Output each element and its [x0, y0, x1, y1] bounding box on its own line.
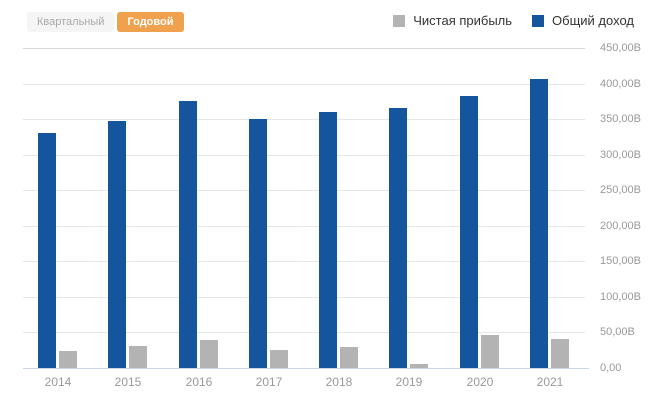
gridline [23, 84, 585, 85]
bar-net-profit-2018[interactable] [340, 347, 358, 368]
annual-button[interactable]: Годовой [117, 12, 184, 32]
x-axis-year-label: 2018 [325, 375, 353, 389]
bar-net-profit-2019[interactable] [410, 364, 428, 368]
x-axis-year-label: 2015 [114, 375, 142, 389]
y-axis-tick-label: 250,00B [600, 184, 641, 196]
y-axis-tick-label: 300,00B [600, 149, 641, 161]
y-axis-tick-label: 150,00B [600, 255, 641, 267]
bar-total-revenue-2018[interactable] [319, 112, 337, 368]
bar-net-profit-2021[interactable] [551, 339, 569, 368]
y-axis-tick-label: 100,00B [600, 291, 641, 303]
bar-total-revenue-2014[interactable] [38, 133, 56, 368]
bar-net-profit-2014[interactable] [59, 351, 77, 368]
gridline [23, 332, 585, 333]
bar-net-profit-2016[interactable] [200, 340, 218, 368]
gridline [23, 190, 585, 191]
y-axis-tick-label: 450,00B [600, 42, 641, 54]
chart-legend: Чистая прибыль Общий доход [393, 13, 634, 28]
legend-swatch-total-revenue [532, 14, 545, 27]
period-toggle: Квартальный Годовой [27, 12, 184, 32]
x-axis-line [23, 368, 589, 369]
gridline [23, 119, 585, 120]
gridline [23, 297, 585, 298]
x-axis-year-label: 2014 [44, 375, 72, 389]
y-axis-tick-label: 400,00B [600, 78, 641, 90]
x-axis-year-label: 2021 [536, 375, 564, 389]
gridline [23, 261, 585, 262]
bar-total-revenue-2019[interactable] [389, 108, 407, 368]
bar-net-profit-2020[interactable] [481, 335, 499, 368]
gridline [23, 155, 585, 156]
bar-net-profit-2015[interactable] [129, 346, 147, 368]
quarterly-button[interactable]: Квартальный [27, 12, 115, 32]
x-axis-year-label: 2017 [255, 375, 283, 389]
x-axis-year-label: 2020 [466, 375, 494, 389]
bar-total-revenue-2016[interactable] [179, 101, 197, 368]
bar-net-profit-2017[interactable] [270, 350, 288, 368]
bar-total-revenue-2015[interactable] [108, 121, 126, 368]
legend-item-net-profit[interactable]: Чистая прибыль [393, 13, 512, 28]
y-axis-tick-label: 350,00B [600, 113, 641, 125]
legend-item-total-revenue[interactable]: Общий доход [532, 13, 634, 28]
legend-label: Общий доход [552, 13, 634, 28]
gridline [23, 226, 585, 227]
y-axis-tick-label: 50,00B [600, 326, 635, 338]
bar-total-revenue-2021[interactable] [530, 79, 548, 368]
legend-label: Чистая прибыль [413, 13, 513, 28]
gridline [23, 48, 585, 49]
x-axis-year-label: 2019 [395, 375, 423, 389]
x-axis-year-label: 2016 [185, 375, 213, 389]
y-axis-tick-label: 0,00 [600, 362, 622, 374]
bar-total-revenue-2017[interactable] [249, 119, 267, 368]
bar-total-revenue-2020[interactable] [460, 96, 478, 368]
y-axis-tick-label: 200,00B [600, 220, 641, 232]
legend-swatch-net-profit [393, 14, 406, 27]
